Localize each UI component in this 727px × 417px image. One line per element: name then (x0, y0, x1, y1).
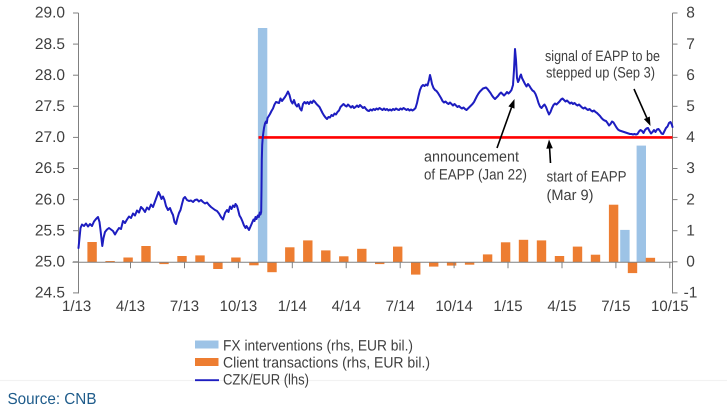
svg-text:FX interventions (rhs, EUR bil: FX interventions (rhs, EUR bil.) (223, 338, 413, 355)
svg-text:26.0: 26.0 (35, 191, 66, 208)
svg-text:24.5: 24.5 (35, 285, 65, 302)
svg-text:4/13: 4/13 (116, 298, 145, 315)
svg-text:(Mar 9): (Mar 9) (547, 187, 594, 204)
svg-text:10/13: 10/13 (220, 298, 258, 315)
svg-text:1/13: 1/13 (62, 298, 91, 315)
svg-text:start of EAPP: start of EAPP (547, 169, 627, 186)
svg-text:4/15: 4/15 (547, 298, 576, 315)
svg-text:1/14: 1/14 (278, 298, 307, 315)
svg-text:26.5: 26.5 (35, 160, 65, 177)
svg-text:7/13: 7/13 (170, 298, 199, 315)
svg-text:10/15: 10/15 (651, 298, 689, 315)
svg-text:7: 7 (686, 36, 695, 53)
svg-text:0: 0 (686, 254, 695, 271)
svg-text:2: 2 (686, 191, 695, 208)
svg-text:29.0: 29.0 (35, 5, 66, 22)
svg-text:25.5: 25.5 (35, 222, 65, 239)
svg-text:5: 5 (686, 98, 695, 115)
svg-text:28.5: 28.5 (35, 36, 65, 53)
svg-text:Source: CNB: Source: CNB (8, 391, 97, 408)
svg-text:1/15: 1/15 (493, 298, 522, 315)
svg-text:Client transactions (rhs, EUR: Client transactions (rhs, EUR bil.) (223, 355, 430, 372)
svg-text:8: 8 (686, 5, 695, 22)
svg-text:27.5: 27.5 (35, 98, 65, 115)
svg-text:4/14: 4/14 (332, 298, 361, 315)
svg-text:CZK/EUR (lhs): CZK/EUR (lhs) (223, 372, 309, 389)
svg-text:28.0: 28.0 (35, 67, 66, 84)
svg-text:4: 4 (686, 129, 695, 146)
svg-text:7/15: 7/15 (601, 298, 630, 315)
svg-text:3: 3 (686, 160, 695, 177)
svg-text:announcement: announcement (424, 149, 520, 166)
svg-text:10/14: 10/14 (435, 298, 473, 315)
svg-text:25.0: 25.0 (35, 254, 66, 271)
svg-text:signal of EAPP to be: signal of EAPP to be (545, 48, 660, 65)
svg-text:stepped up (Sep 3): stepped up (Sep 3) (546, 65, 655, 82)
svg-text:of EAPP (Jan 22): of EAPP (Jan 22) (424, 167, 527, 184)
svg-text:7/14: 7/14 (386, 298, 415, 315)
svg-text:1: 1 (686, 222, 695, 239)
svg-text:6: 6 (686, 67, 695, 84)
svg-text:-1: -1 (684, 285, 698, 302)
svg-text:27.0: 27.0 (35, 129, 66, 146)
